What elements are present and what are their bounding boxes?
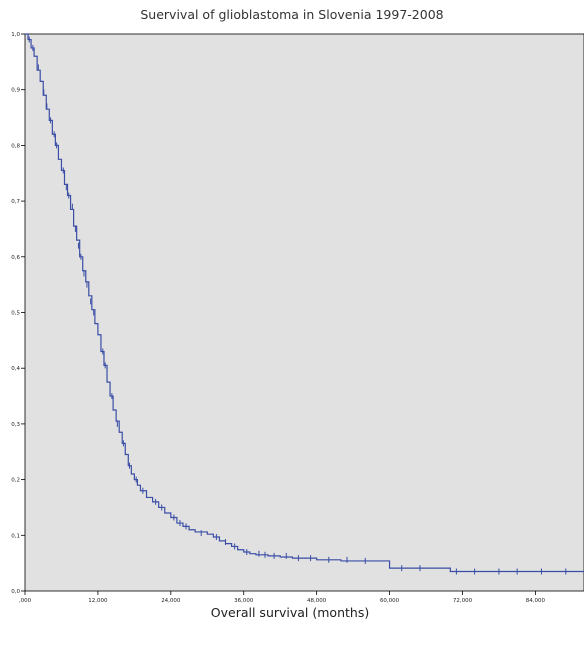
y-tick-label: 0,2 [11, 478, 20, 484]
y-tick-label: 0,3 [11, 422, 20, 428]
y-axis: 0,0 0,1 0,2 0,3 0,4 0,5 0,6 0,7 0,8 0,9 1,0 [11, 32, 25, 595]
x-tick-label: 36,000 [234, 598, 254, 604]
y-tick-label: 0,1 [11, 533, 20, 539]
series-group [25, 33, 584, 575]
x-tick-label: 84,000 [526, 598, 546, 604]
chart-title: Suervival of glioblastoma in Slovenia 19… [140, 7, 443, 22]
x-tick-label: 24,000 [161, 598, 181, 604]
x-tick-label: 60,000 [380, 598, 400, 604]
plot-area [24, 33, 584, 592]
y-tick-label: 0,0 [11, 589, 20, 595]
y-tick-label: 0,9 [11, 88, 20, 94]
x-tick-label: 48,000 [307, 598, 327, 604]
x-axis-label: Overall survival (months) [211, 605, 369, 620]
x-tick-label: 72,000 [453, 598, 473, 604]
y-tick-label: 1,0 [11, 32, 20, 38]
x-tick-label: 12,000 [88, 598, 108, 604]
x-axis: ,000 12,000 24,000 36,000 48,000 60,000 72,000… [19, 591, 546, 604]
x-tick-label: ,000 [19, 598, 32, 604]
y-tick-label: 0,8 [11, 143, 20, 149]
y-tick-label: 0,6 [11, 255, 20, 261]
y-tick-label: 0,5 [11, 311, 20, 317]
survival-curve [25, 33, 584, 573]
y-tick-label: 0,7 [11, 199, 20, 205]
y-tick-label: 0,4 [11, 366, 20, 372]
